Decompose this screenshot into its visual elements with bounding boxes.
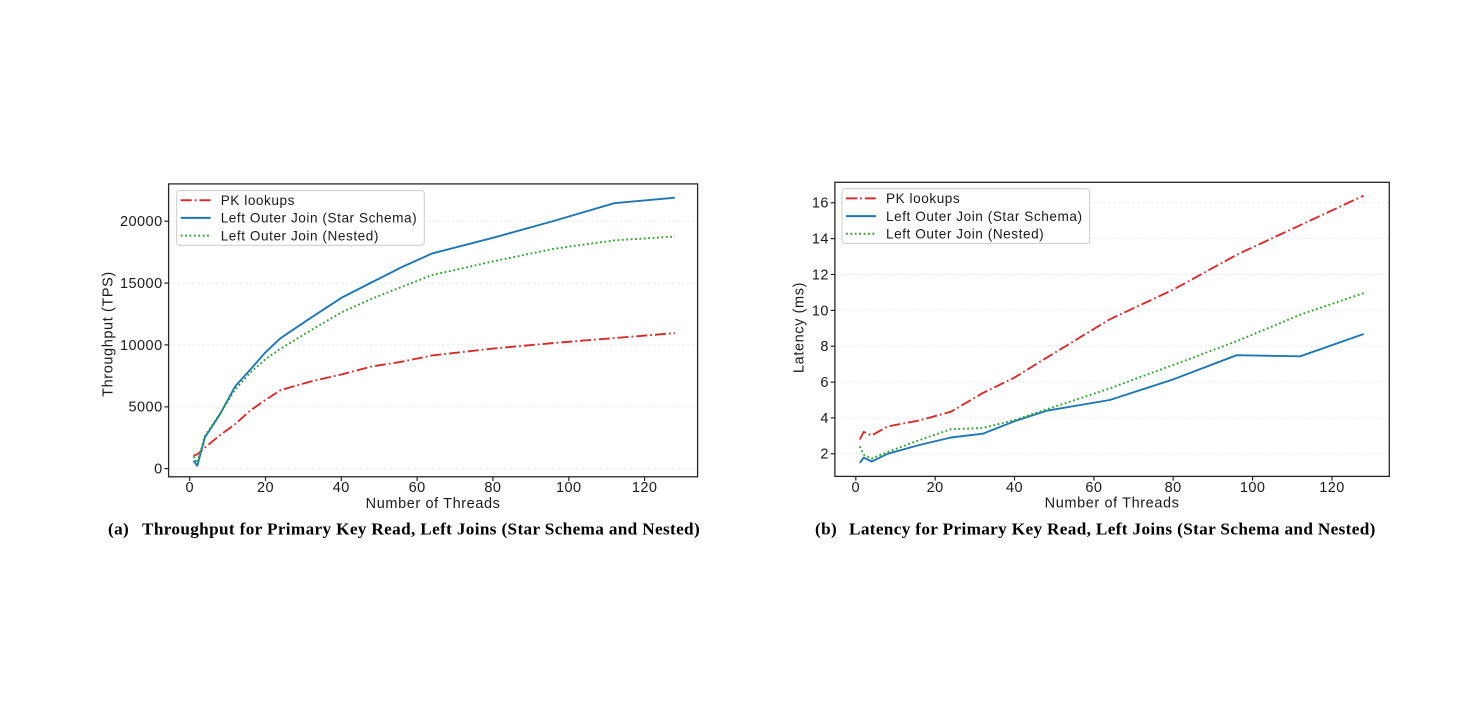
svg-text:80: 80	[484, 480, 501, 496]
svg-text:Latency for Primary Key Read,: Latency for Primary Key Read, Left Joins…	[849, 520, 1376, 539]
svg-text:10000: 10000	[120, 338, 163, 354]
svg-text:0: 0	[185, 480, 194, 496]
svg-text:16: 16	[812, 196, 829, 212]
svg-text:Number of Threads: Number of Threads	[1045, 495, 1180, 511]
svg-text:60: 60	[1085, 480, 1102, 496]
svg-text:12: 12	[812, 267, 829, 283]
svg-text:Throughput for Primary Key Rea: Throughput for Primary Key Read, Left Jo…	[142, 520, 700, 539]
svg-text:Left Outer Join (Star Schema): Left Outer Join (Star Schema)	[221, 211, 418, 226]
svg-text:(b): (b)	[815, 520, 837, 539]
svg-text:5000: 5000	[129, 400, 163, 416]
svg-text:10: 10	[812, 303, 829, 319]
svg-text:120: 120	[1319, 480, 1345, 496]
svg-text:(a): (a)	[108, 520, 129, 539]
svg-text:20: 20	[927, 480, 944, 496]
svg-text:40: 40	[333, 480, 350, 496]
svg-text:0: 0	[852, 480, 861, 496]
svg-text:PK lookups: PK lookups	[221, 193, 295, 208]
svg-text:Left Outer Join (Star Schema): Left Outer Join (Star Schema)	[886, 209, 1083, 224]
svg-text:15000: 15000	[120, 276, 163, 292]
svg-text:8: 8	[820, 339, 829, 355]
svg-text:100: 100	[1240, 480, 1266, 496]
svg-text:100: 100	[556, 480, 582, 496]
svg-text:60: 60	[409, 480, 426, 496]
svg-text:4: 4	[820, 411, 829, 427]
svg-text:Throughput (TPS): Throughput (TPS)	[101, 271, 117, 397]
svg-text:Left Outer Join (Nested): Left Outer Join (Nested)	[886, 227, 1044, 242]
svg-text:6: 6	[820, 375, 829, 391]
svg-text:Left Outer Join (Nested): Left Outer Join (Nested)	[221, 228, 379, 243]
svg-text:40: 40	[1006, 480, 1023, 496]
svg-text:20: 20	[257, 480, 274, 496]
svg-text:120: 120	[632, 480, 658, 496]
svg-text:14: 14	[812, 232, 829, 248]
svg-text:2: 2	[820, 447, 829, 463]
svg-text:80: 80	[1165, 480, 1182, 496]
svg-text:Number of Threads: Number of Threads	[366, 496, 501, 512]
svg-text:0: 0	[154, 462, 163, 478]
svg-text:PK lookups: PK lookups	[886, 191, 960, 206]
svg-text:20000: 20000	[120, 214, 163, 230]
svg-text:Latency (ms): Latency (ms)	[792, 282, 808, 373]
